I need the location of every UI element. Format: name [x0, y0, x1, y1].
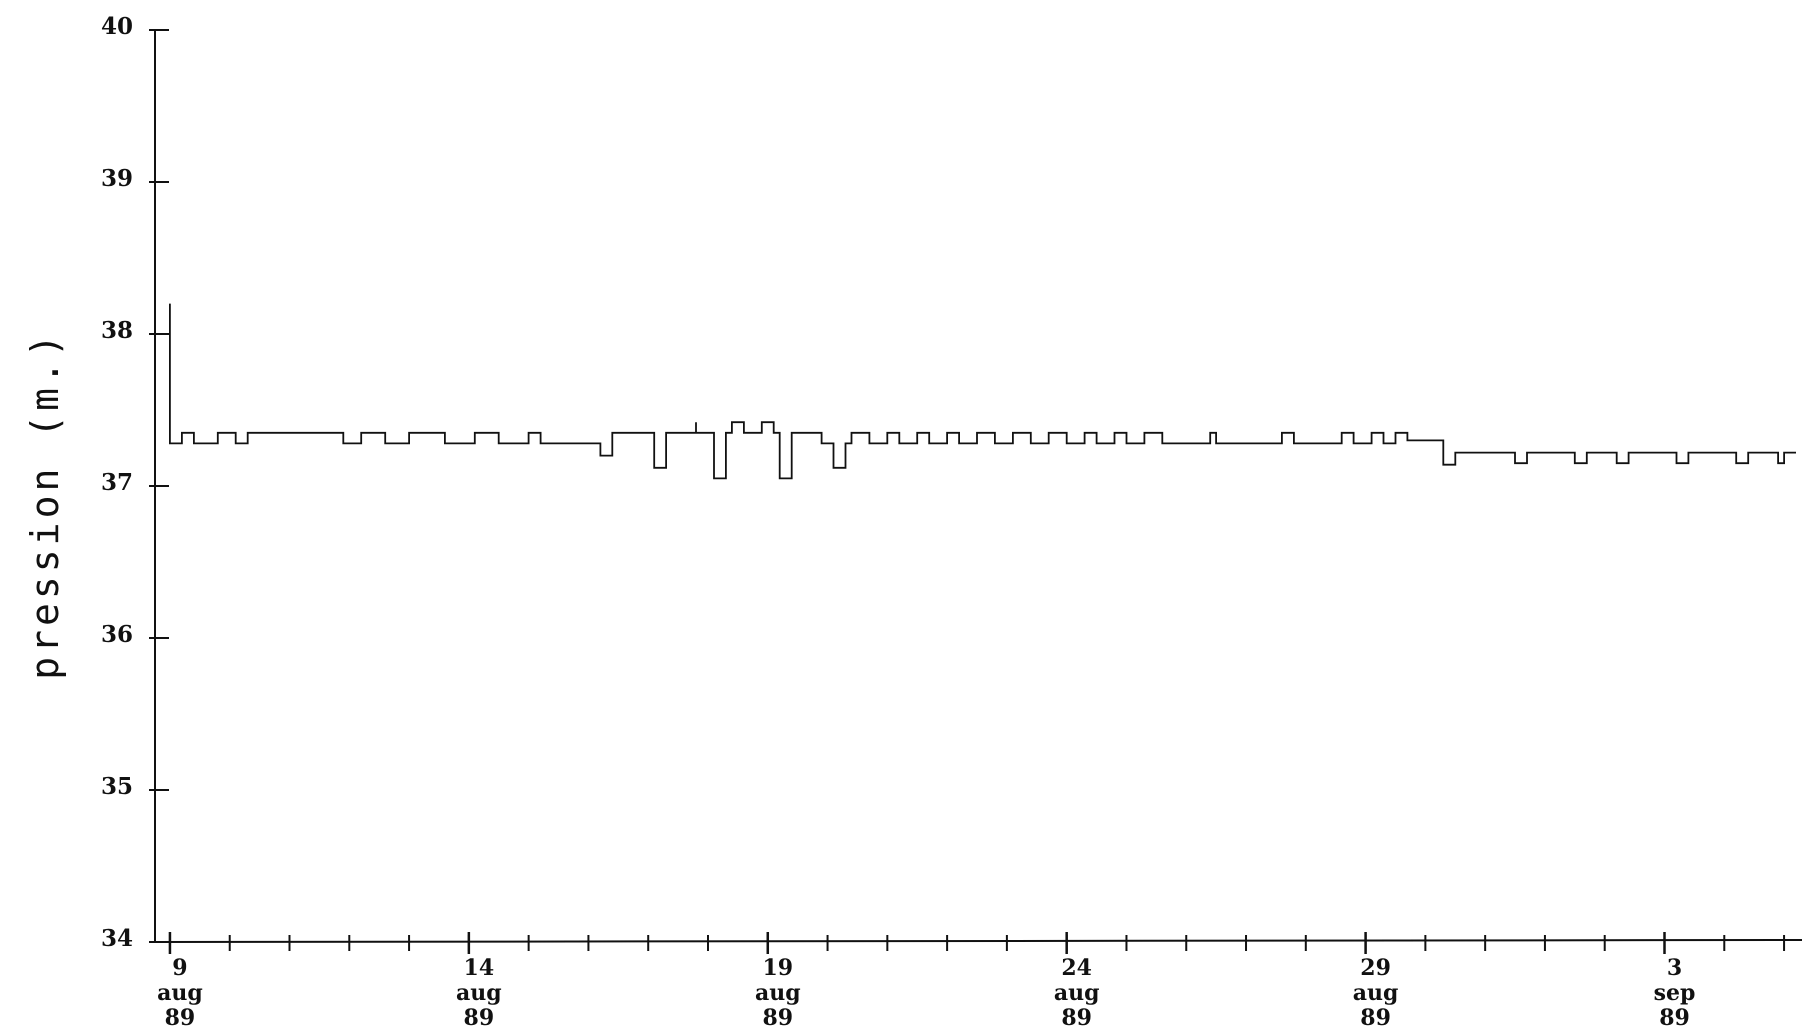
- x-tick-label: 89: [1061, 1005, 1092, 1031]
- x-tick-label: 14: [464, 955, 495, 981]
- x-tick-label: 89: [1360, 1005, 1391, 1031]
- y-tick-label: 36: [101, 621, 133, 648]
- x-tick-label: aug: [157, 980, 203, 1006]
- x-tick-label: sep: [1654, 980, 1696, 1006]
- x-tick-label: 3: [1667, 955, 1682, 981]
- y-tick-label: 38: [101, 317, 133, 344]
- y-tick-label: 39: [101, 165, 133, 192]
- x-tick-label: aug: [1353, 980, 1399, 1006]
- x-tick-label: 89: [1659, 1005, 1690, 1031]
- pressure-series-line: [169, 303, 1796, 480]
- y-tick-label: 34: [101, 925, 133, 952]
- x-tick-label: aug: [456, 980, 502, 1006]
- y-axis: 34 35 36 37 38 39 40: [101, 13, 169, 952]
- x-tick-label: 19: [762, 955, 793, 981]
- x-tick-label: 89: [165, 1005, 196, 1031]
- y-tick-label: 35: [101, 773, 133, 800]
- x-axis-line: [154, 939, 1803, 943]
- x-tick-label: 24: [1061, 955, 1092, 981]
- x-tick-label: 89: [762, 1005, 793, 1031]
- x-tick-label: 9: [172, 955, 187, 981]
- series-group: [169, 303, 1796, 480]
- x-tick-label: aug: [1054, 980, 1100, 1006]
- x-tick-label: 89: [464, 1005, 495, 1031]
- x-tick-label: aug: [755, 980, 801, 1006]
- y-axis-title: pression (m.): [23, 330, 67, 679]
- y-tick-label: 40: [101, 13, 133, 40]
- x-tick-label: 29: [1360, 955, 1391, 981]
- y-tick-label: 37: [101, 469, 133, 496]
